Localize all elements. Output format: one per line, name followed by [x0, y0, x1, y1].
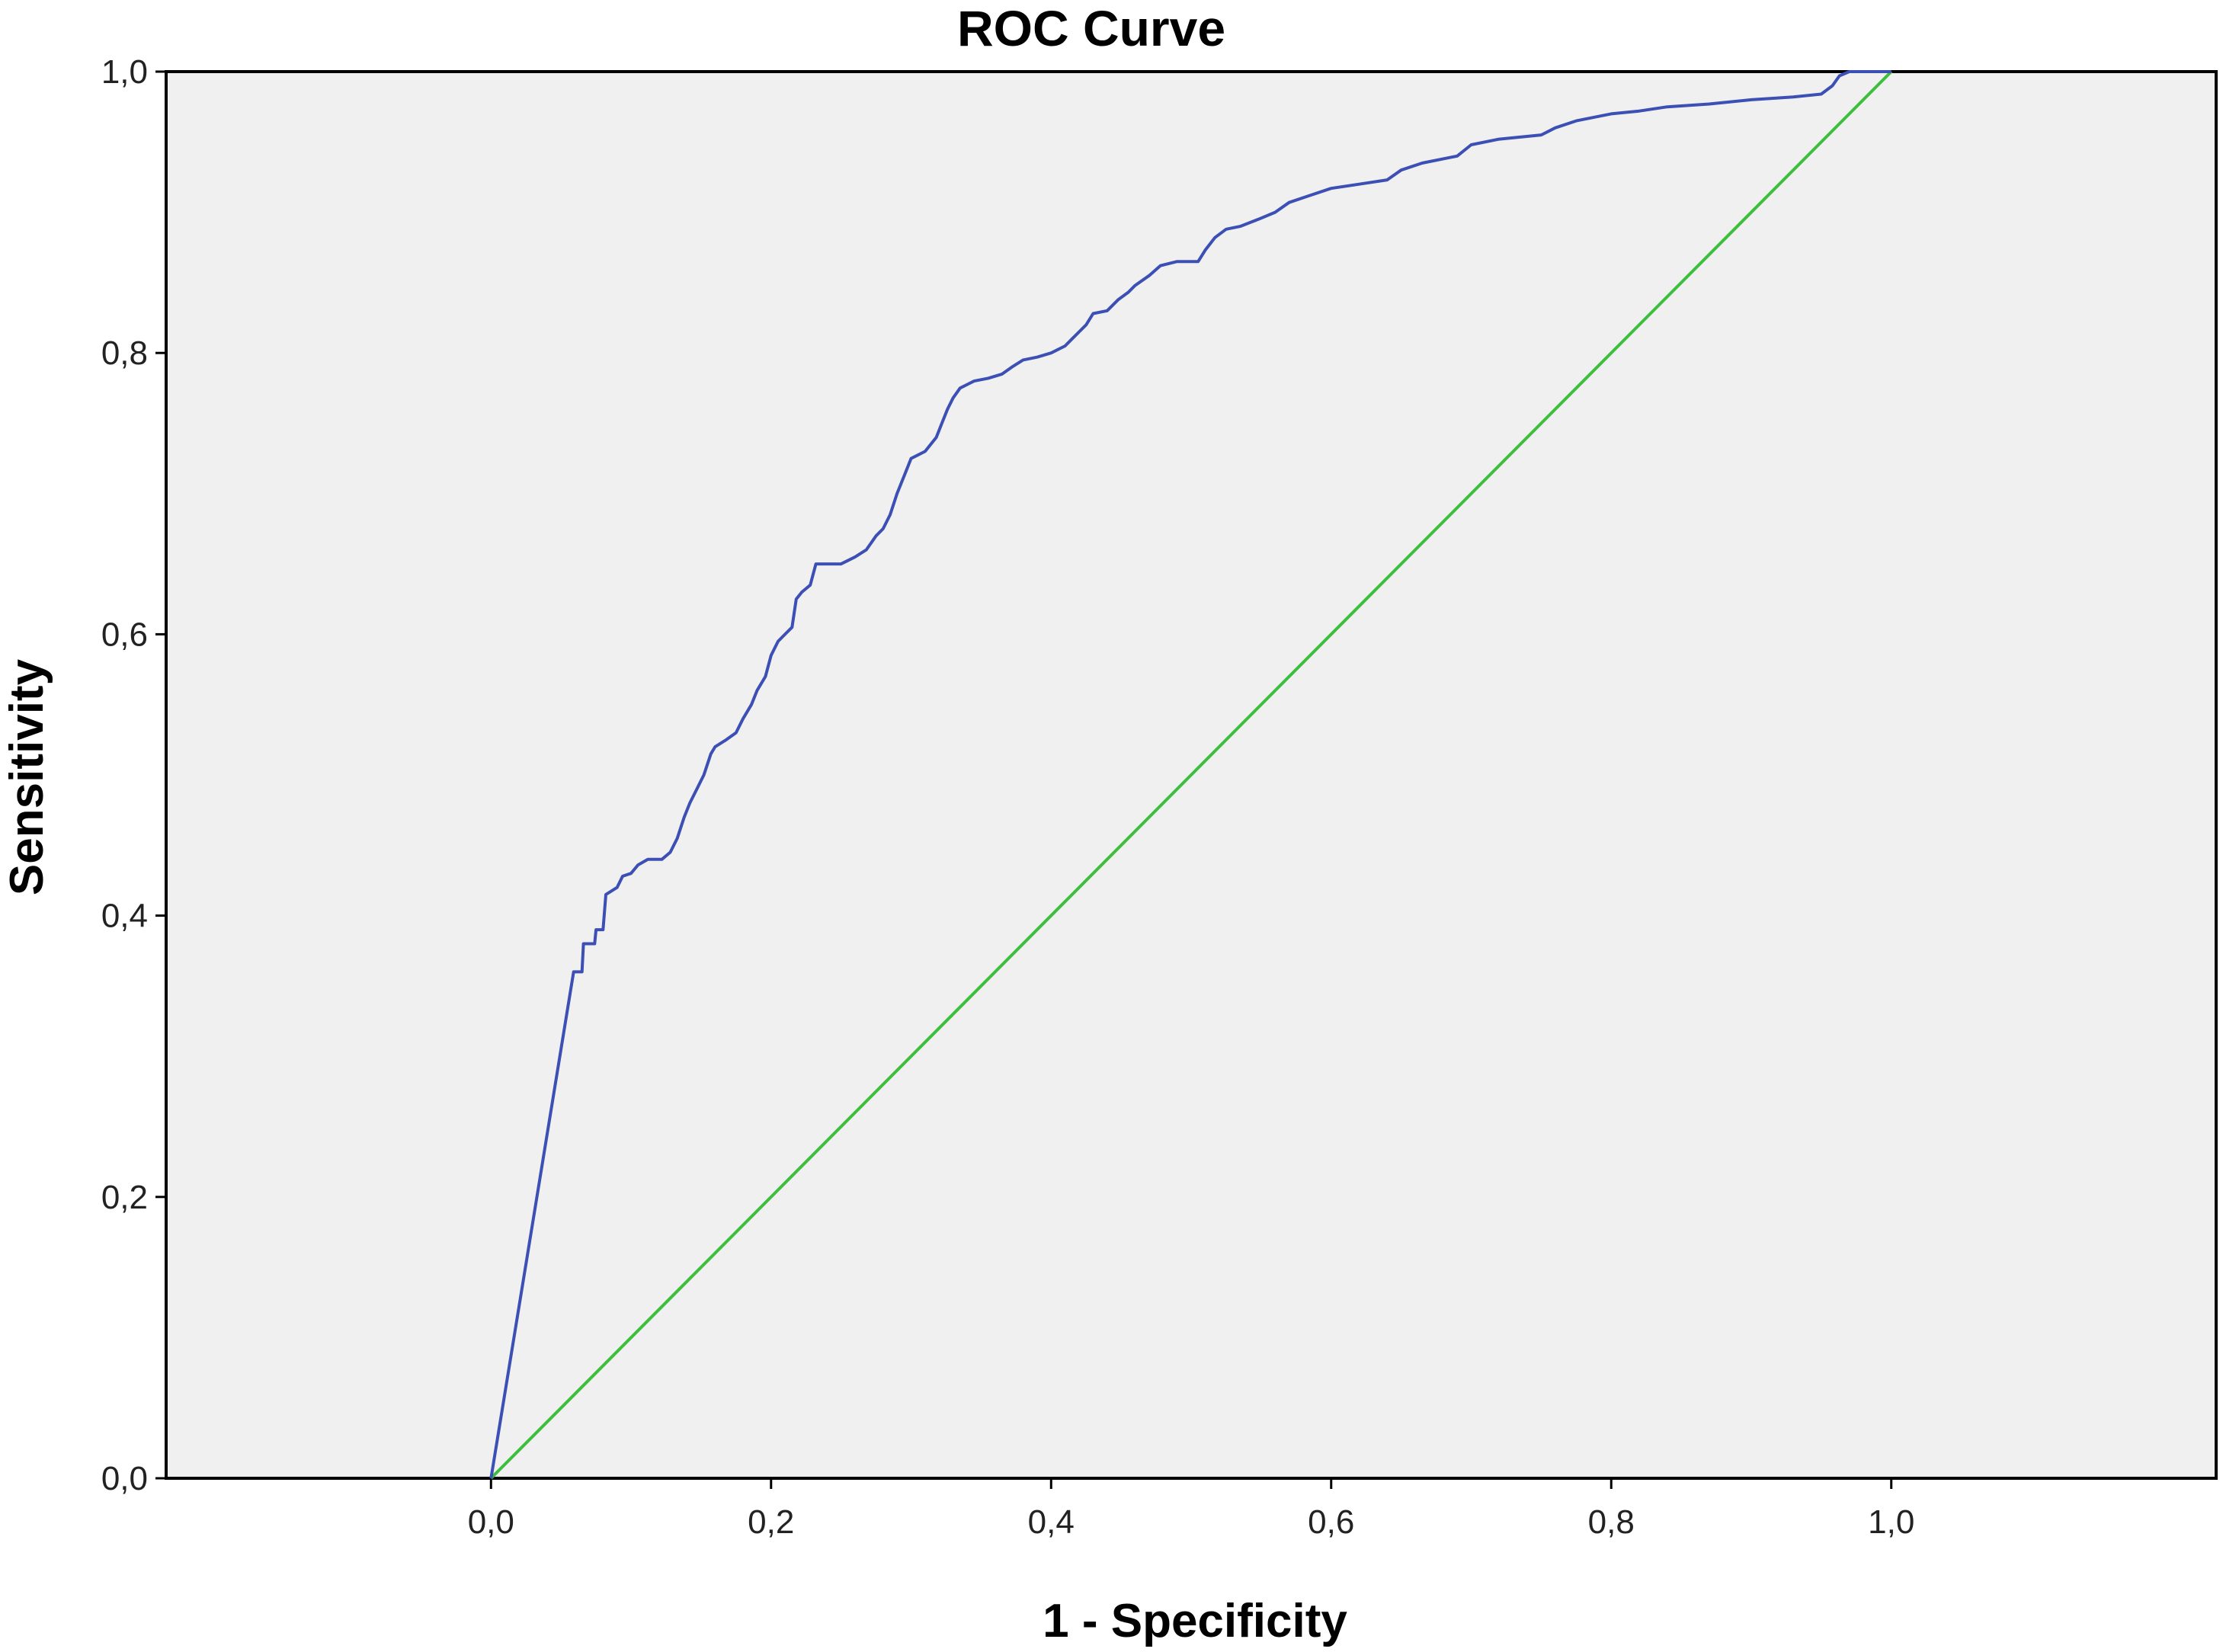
y-tick-label: 0,8: [101, 335, 148, 372]
y-axis-label: Sensitivity: [1, 658, 53, 895]
y-axis-ticks: 0,0 0,2 0,4 0,6 0,8 1,0: [101, 53, 166, 1497]
x-axis-ticks: 0,0 0,2 0,4 0,6 0,8 1,0: [468, 1478, 1914, 1541]
x-tick-label: 0,8: [1588, 1503, 1635, 1541]
y-tick-label: 0,4: [101, 898, 148, 935]
reference-line: [489, 70, 1893, 1480]
y-tick-label: 1,0: [101, 53, 148, 91]
y-tick-label: 0,6: [101, 616, 148, 653]
x-axis-label: 1 - Specificity: [1043, 1595, 1347, 1647]
y-tick-label: 0,2: [101, 1179, 148, 1216]
x-tick-label: 1,0: [1868, 1503, 1914, 1541]
chart-title: ROC Curve: [957, 0, 1225, 56]
x-tick-label: 0,4: [1028, 1503, 1075, 1541]
x-tick-label: 0,0: [468, 1503, 514, 1541]
x-tick-label: 0,2: [748, 1503, 794, 1541]
y-tick-label: 0,0: [101, 1460, 148, 1497]
roc-curve-line: [489, 70, 1891, 1479]
x-tick-label: 0,6: [1308, 1503, 1354, 1541]
